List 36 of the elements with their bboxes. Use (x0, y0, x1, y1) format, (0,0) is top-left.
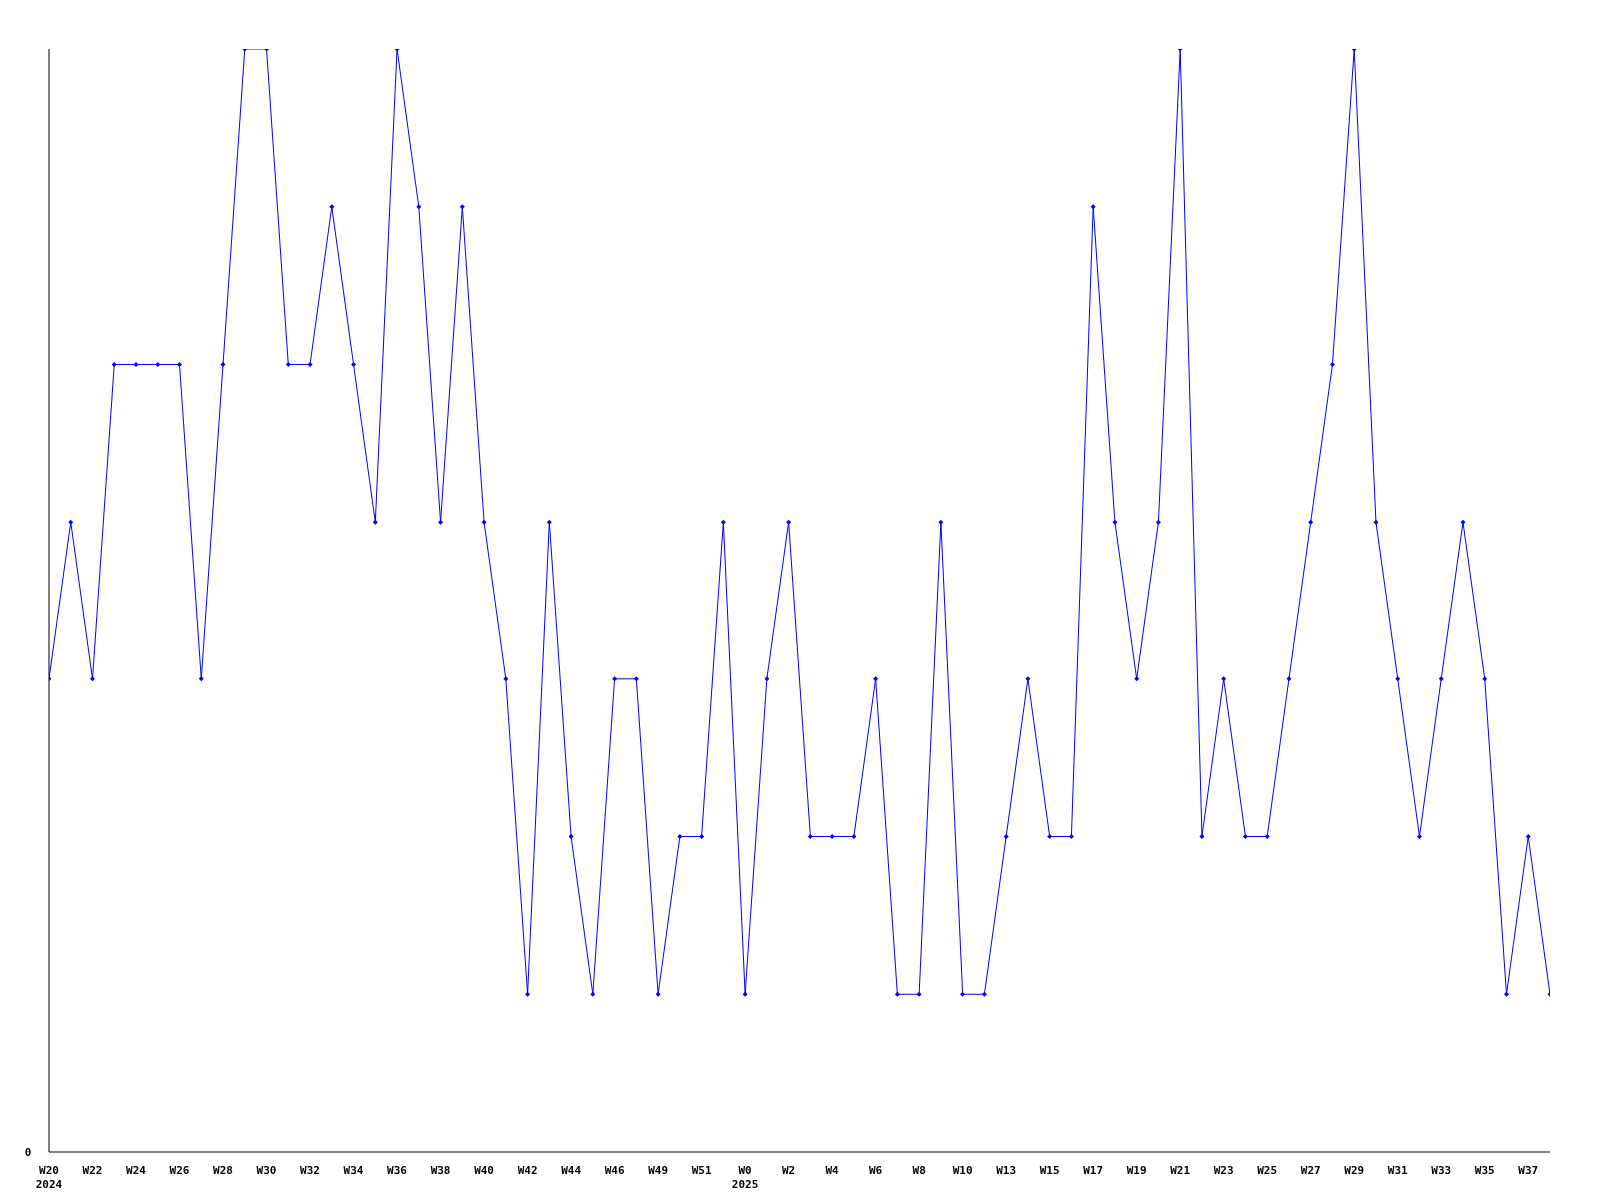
x-tick-label: W30 (256, 1164, 277, 1177)
x-tick-label: W35 (1474, 1164, 1495, 1177)
x-tick-label: W17 (1083, 1164, 1104, 1177)
x-tick-label: W4 (825, 1164, 840, 1177)
text: 0 (24, 1146, 32, 1159)
x-tick-label: W34 (343, 1164, 364, 1177)
x-tick-label: W2 (782, 1164, 796, 1177)
x-tick-label: W25 (1257, 1164, 1278, 1177)
x-tick-label: W10 (952, 1164, 973, 1177)
x-tick-label: W37 (1518, 1164, 1539, 1177)
x-tick-label: W19 (1126, 1164, 1147, 1177)
x-tick-label: W44 (561, 1164, 582, 1177)
x-tick-label: W51 (691, 1164, 712, 1177)
x-tick-label: W28 (213, 1164, 233, 1177)
x-tick-label: W33 (1431, 1164, 1452, 1177)
x-tick-label: W31 (1387, 1164, 1409, 1177)
x-tick-label: W13 (996, 1164, 1017, 1177)
x-tick-label: W46 (604, 1164, 625, 1177)
x-tick-label: W32 (300, 1164, 320, 1177)
x-tick-label: W26 (169, 1164, 190, 1177)
x-tick-label: W0 2025 (731, 1164, 759, 1191)
x-tick-label: W49 (648, 1164, 669, 1177)
x-tick-label: W24 (126, 1164, 147, 1177)
x-tick-label: W20 2024 (35, 1164, 63, 1191)
x-tick-label: W29 (1344, 1164, 1365, 1177)
x-tick-label: W38 (430, 1164, 451, 1177)
x-tick-label: W23 (1213, 1164, 1234, 1177)
x-tick-label: W21 (1170, 1164, 1191, 1177)
x-tick-label: W42 (517, 1164, 538, 1177)
x-tick-label: W15 (1039, 1164, 1060, 1177)
x-tick-label: W6 (869, 1164, 883, 1177)
x-tick-label: W8 (912, 1164, 926, 1177)
x-tick-label: W36 (387, 1164, 408, 1177)
x-tick-label: W27 (1300, 1164, 1321, 1177)
x-tick-label: W22 (82, 1164, 103, 1177)
x-tick-label: W40 (474, 1164, 495, 1177)
